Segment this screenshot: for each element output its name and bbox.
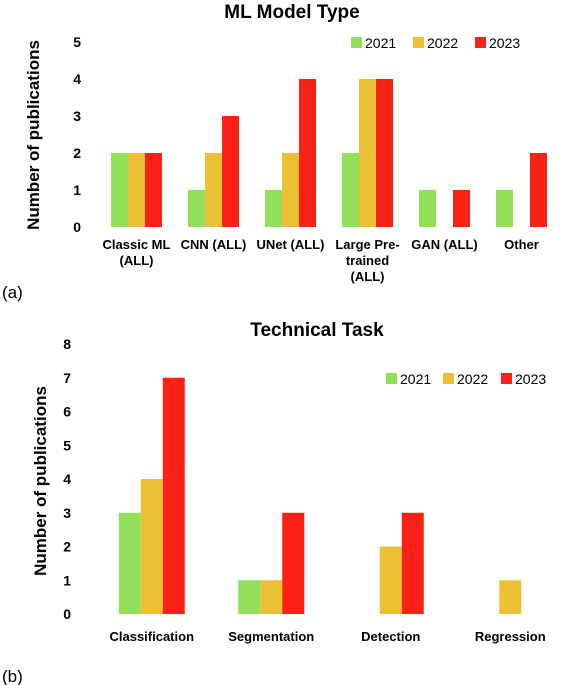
- legend-label-2023-b: 2023: [515, 371, 546, 387]
- bar-2023: [282, 512, 305, 614]
- bar-2022: [499, 580, 522, 614]
- y-tick-label: 1: [63, 572, 71, 588]
- bar-2023: [401, 512, 424, 614]
- y-tick-label: 4: [73, 71, 81, 87]
- bar-2023: [376, 79, 393, 227]
- bar-2022: [379, 546, 402, 614]
- x-category-label: CNN (ALL): [181, 237, 247, 252]
- x-category-label: Segmentation: [228, 629, 314, 644]
- bar-2022: [260, 580, 283, 614]
- bar-2022: [205, 153, 222, 227]
- y-tick-label: 8: [63, 336, 71, 352]
- legend-b: 2021 2022 2023: [386, 371, 546, 387]
- category-labels-a: Classic ML (ALL) CNN (ALL) UNet (ALL) Large …: [103, 237, 539, 284]
- panel-label-a: (a): [2, 283, 23, 302]
- y-axis-label-b: Number of publications: [31, 386, 50, 576]
- bar-2023: [530, 153, 547, 227]
- bar-2022: [359, 79, 376, 227]
- legend-swatch-2021-b: [386, 373, 397, 384]
- y-tick-label: 5: [73, 34, 81, 50]
- y-tick-label: 4: [63, 471, 71, 487]
- legend-swatch-2022-b: [443, 373, 454, 384]
- legend-a: 2021 2022 2023: [351, 35, 520, 51]
- chart-title-b: Technical Task: [250, 320, 384, 341]
- y-ticks-b: 0 1 2 3 4 5 6 7 8: [63, 336, 71, 622]
- y-tick-label: 0: [73, 219, 81, 235]
- bar-2021: [188, 190, 205, 227]
- bar-2022: [282, 153, 299, 227]
- legend-label-2022-a: 2022: [427, 35, 458, 51]
- bars-a: [111, 79, 547, 227]
- y-tick-label: 0: [63, 606, 71, 622]
- legend-swatch-2021-a: [351, 37, 362, 48]
- y-axis-label-a: Number of publications: [24, 40, 43, 230]
- bar-2023: [145, 153, 162, 227]
- x-category-label: GAN (ALL): [411, 237, 477, 252]
- y-tick-label: 2: [63, 539, 71, 555]
- legend-swatch-2023-a: [475, 37, 486, 48]
- y-tick-label: 3: [73, 108, 81, 124]
- x-category-label: Classic ML (ALL): [103, 237, 171, 268]
- legend-label-2023-a: 2023: [489, 35, 520, 51]
- x-category-label: Large Pre-trained (ALL): [335, 237, 399, 284]
- legend-swatch-2022-a: [413, 37, 424, 48]
- legend-label-2022-b: 2022: [457, 371, 488, 387]
- y-tick-label: 2: [73, 145, 81, 161]
- x-category-label: Detection: [361, 629, 420, 644]
- bar-2021: [118, 512, 141, 614]
- x-category-label: UNet (ALL): [257, 237, 325, 252]
- chart-title-a: ML Model Type: [224, 2, 359, 23]
- bars-b: [118, 377, 522, 614]
- legend-swatch-2023-b: [501, 373, 512, 384]
- bar-2021: [265, 190, 282, 227]
- y-tick-label: 1: [73, 182, 81, 198]
- bar-2023: [162, 377, 185, 614]
- bar-2023: [222, 116, 239, 227]
- y-tick-label: 5: [63, 437, 71, 453]
- y-tick-label: 3: [63, 505, 71, 521]
- legend-label-2021-b: 2021: [400, 371, 431, 387]
- panel-label-b: (b): [2, 667, 23, 685]
- category-labels-b: Classification Segmentation Detection Regre…: [109, 629, 545, 644]
- legend-label-2021-a: 2021: [365, 35, 396, 51]
- chart-panel-a: ML Model Type Number of publications 0 1 2…: [2, 2, 547, 302]
- x-category-label: Classification: [109, 629, 194, 644]
- x-category-label: Other: [504, 237, 539, 252]
- chart-panel-b: Technical Task Number of publications 0 1…: [2, 320, 546, 685]
- bar-2021: [342, 153, 359, 227]
- bar-2023: [453, 190, 470, 227]
- bar-2021: [496, 190, 513, 227]
- bar-2021: [238, 580, 261, 614]
- bar-2023: [299, 79, 316, 227]
- y-ticks-a: 0 1 2 3 4 5: [73, 34, 81, 235]
- y-tick-label: 6: [63, 404, 71, 420]
- x-category-label: Regression: [475, 629, 546, 644]
- bar-2021: [419, 190, 436, 227]
- y-tick-label: 7: [63, 370, 71, 386]
- bar-2021: [111, 153, 128, 227]
- bar-2022: [140, 479, 163, 614]
- bar-2022: [128, 153, 145, 227]
